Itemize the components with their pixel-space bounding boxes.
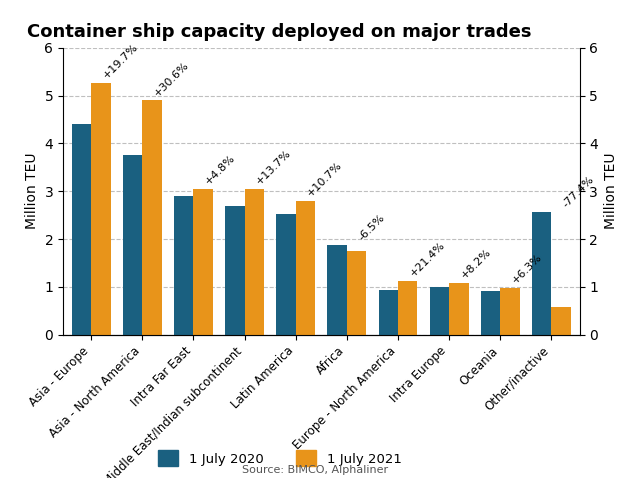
Bar <box>193 189 213 335</box>
Bar <box>532 212 551 335</box>
Text: Source: BIMCO, Alphaliner: Source: BIMCO, Alphaliner <box>242 465 388 475</box>
Bar <box>328 245 347 335</box>
Text: +13.7%: +13.7% <box>255 148 293 186</box>
Text: +6.3%: +6.3% <box>510 252 544 285</box>
Bar <box>174 196 193 335</box>
Bar <box>551 307 571 335</box>
Text: -77.4%: -77.4% <box>561 174 596 209</box>
Y-axis label: Million TEU: Million TEU <box>25 153 39 229</box>
Legend: 1 July 2020, 1 July 2021: 1 July 2020, 1 July 2021 <box>158 450 401 466</box>
Text: +10.7%: +10.7% <box>306 160 344 199</box>
Bar <box>430 287 449 335</box>
Text: +19.7%: +19.7% <box>101 42 140 80</box>
Text: -6.5%: -6.5% <box>357 213 386 243</box>
Text: Container ship capacity deployed on major trades: Container ship capacity deployed on majo… <box>27 22 531 41</box>
Bar <box>277 214 295 335</box>
Bar <box>379 290 398 335</box>
Text: +21.4%: +21.4% <box>408 239 447 278</box>
Bar <box>225 206 244 335</box>
Text: +4.8%: +4.8% <box>203 153 237 187</box>
Bar <box>481 291 500 335</box>
Bar <box>398 281 418 335</box>
Bar <box>295 201 315 335</box>
Bar <box>72 124 91 335</box>
Bar <box>123 155 142 335</box>
Y-axis label: Million TEU: Million TEU <box>604 153 618 229</box>
Bar <box>347 251 366 335</box>
Bar <box>449 283 469 335</box>
Bar <box>142 100 162 335</box>
Bar <box>244 189 264 335</box>
Text: +30.6%: +30.6% <box>152 59 191 98</box>
Bar <box>91 83 111 335</box>
Text: +8.2%: +8.2% <box>459 247 493 281</box>
Bar <box>500 288 520 335</box>
